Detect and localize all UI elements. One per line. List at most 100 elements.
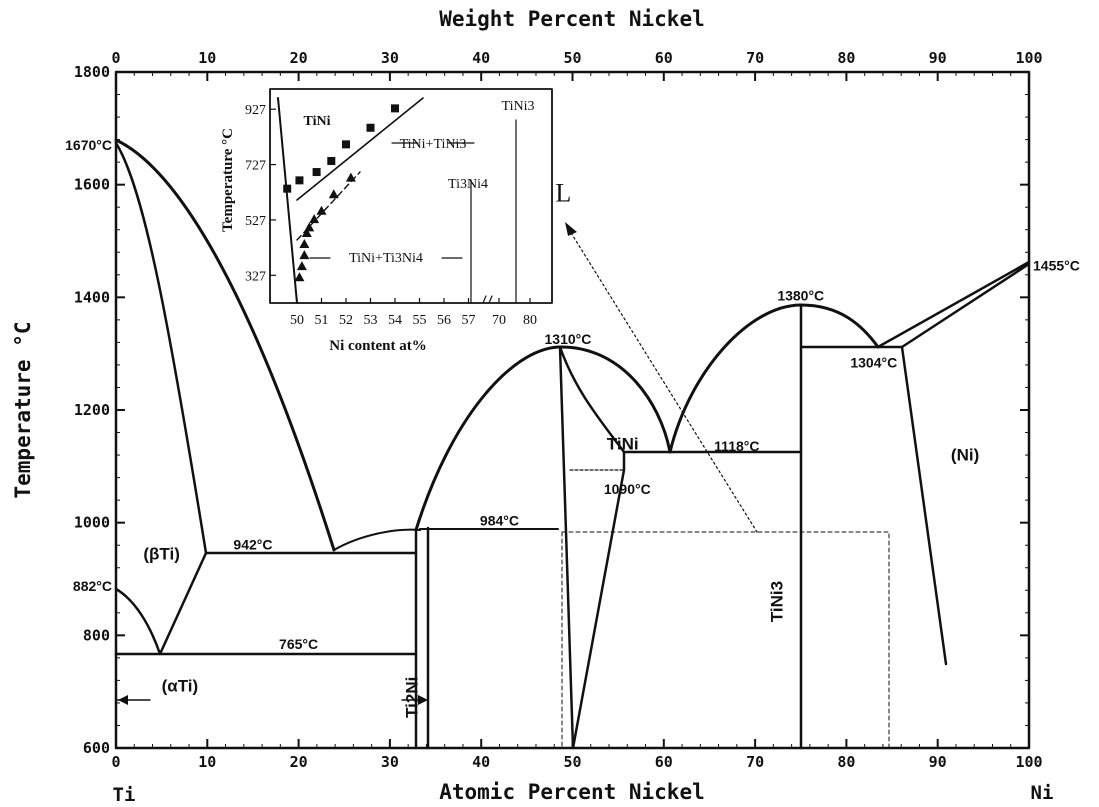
inset-triangle-point [316, 205, 327, 215]
solidus-beta-ti [114, 141, 208, 555]
y-tick-label: 1400 [74, 288, 110, 306]
inset-y-tick-label: 927 [245, 103, 266, 118]
x-top-tick-label: 50 [563, 49, 581, 67]
tini-ni-rich-solvus [571, 450, 626, 750]
inset-x-tick-label: 50 [290, 313, 304, 328]
temperature-annotation: 1455°C [1033, 257, 1080, 273]
x-top-tick-label: 60 [655, 49, 673, 67]
inset-x-tick-label: 51 [315, 313, 329, 328]
inset-square-point [283, 184, 292, 193]
ti2ni-arrow-head [418, 695, 428, 705]
inset-chart: 50 51 52 53 54 55 56 57 70 80 327 527 727 927 Tempera… [220, 88, 553, 354]
inset-x-tick-label: 56 [437, 313, 451, 328]
inset-triangle-point [294, 272, 305, 282]
temperature-annotation: 1118°C [714, 438, 759, 454]
x-tick-label: 10 [198, 753, 216, 771]
temperature-annotation: 882°C [73, 578, 112, 594]
liquidus-ti-side [114, 138, 336, 552]
leader-arrow-head [565, 222, 577, 236]
x-top-tick-label: 30 [381, 49, 399, 67]
inset-axis-break [482, 295, 493, 304]
inset-triangle-point [304, 222, 315, 232]
y-axis-title: Temperature °C [11, 321, 35, 498]
x-axis-title: Atomic Percent Nickel [439, 780, 705, 804]
x-tick-label: 80 [837, 753, 855, 771]
y-tick-label: 1200 [74, 401, 110, 419]
x-axis-ticks: 0 10 20 30 40 50 60 70 80 90 100 [111, 739, 1043, 771]
temperature-annotation: 1670°C [65, 137, 112, 153]
x-tick-label: 0 [111, 753, 120, 771]
tini-phase-boundaries [558, 345, 626, 750]
inset-triangle-point [345, 172, 356, 182]
x-top-tick-label: 100 [1015, 49, 1042, 67]
ti-end-label: Ti [113, 784, 136, 806]
x-tick-label: 70 [746, 753, 764, 771]
x-tick-label: 30 [381, 753, 399, 771]
y-tick-label: 1600 [74, 176, 110, 194]
inset-y-tick-label: 527 [245, 214, 266, 229]
inset-tini3-solvus [296, 97, 424, 201]
inset-y-axis-title: Temperature °C [220, 128, 236, 232]
inset-triangle-point [299, 250, 310, 260]
dashed-inset-region [561, 531, 890, 749]
inset-triangle-point [328, 189, 339, 199]
y-tick-label: 1800 [74, 63, 110, 81]
inset-x-tick-label: 55 [413, 313, 427, 328]
x-tick-label: 40 [472, 753, 490, 771]
beta-transus [114, 551, 208, 656]
inset-x-tick-label: 80 [523, 313, 537, 328]
liquidus-tini-dome [414, 345, 672, 532]
top-axis-title: Weight Percent Nickel [439, 7, 705, 31]
dotted-leader-arrow [567, 227, 758, 533]
phase-label: (βTi) [143, 544, 180, 563]
y-tick-label: 1000 [74, 514, 110, 532]
y-tick-label: 800 [83, 626, 110, 644]
temperature-annotation: 1380°C [777, 288, 824, 304]
inset-square-point [295, 176, 304, 185]
temperature-annotation: 984°C [480, 513, 519, 529]
inset-x-tick-label: 70 [492, 313, 506, 328]
temperature-annotation: 1310°C [545, 331, 592, 347]
inset-y-tick-label: 727 [245, 159, 266, 174]
x-tick-label: 50 [563, 753, 581, 771]
x-top-tick-label: 40 [472, 49, 490, 67]
inset-square-point [366, 123, 375, 132]
inset-square-point [327, 156, 336, 165]
x-tick-label: 60 [655, 753, 673, 771]
x-top-axis-ticks: 0 10 20 30 40 50 60 70 80 90 100 [111, 49, 1043, 81]
inset-square-point [312, 168, 321, 177]
x-top-tick-label: 0 [111, 49, 120, 67]
inset-phase-lines [470, 119, 517, 304]
phase-label: TiNi3 [767, 581, 786, 622]
phase-label: (αTi) [162, 677, 199, 696]
liquidus-solidus-ni-side [876, 260, 1031, 349]
y-tick-label: 600 [83, 739, 110, 757]
temperature-annotations: 1670°C 882°C 1455°C 942°C 765°C 984°C 1310°C 10… [65, 137, 1080, 652]
phase-label: TiNi [607, 434, 639, 453]
phase-labels: (βTi) (αTi) Ti2Ni TiNi TiNi3 (Ni) L [143, 179, 979, 718]
temperature-annotation: 765°C [279, 636, 318, 652]
inset-frame [269, 88, 553, 304]
inset-square-point [342, 140, 350, 149]
inset-region-label: TiNi [304, 114, 331, 129]
x-tick-label: 100 [1015, 753, 1042, 771]
y-axis-ticks: 600 800 1000 1200 1400 1600 1800 [74, 63, 1029, 757]
inset-x-tick-label: 53 [364, 313, 378, 328]
phase-label: L [555, 179, 571, 208]
inset-region-label: TiNi+Ti3Ni4 [349, 251, 423, 266]
alpha-ti-arrow-head [118, 695, 128, 705]
inset-x-tick-label: 52 [339, 313, 353, 328]
x-top-tick-label: 10 [198, 49, 216, 67]
phase-label: (Ni) [951, 446, 979, 465]
temperature-annotation: 942°C [233, 536, 272, 552]
x-top-tick-label: 70 [746, 49, 764, 67]
ti2ni-phase-lines [414, 526, 430, 750]
x-top-tick-label: 20 [290, 49, 308, 67]
temperature-annotation: 1304°C [850, 354, 897, 370]
liquidus-to-ti2ni [333, 528, 421, 551]
inset-ticks: 50 51 52 53 54 55 56 57 70 80 327 527 727 927 [245, 103, 537, 328]
x-tick-label: 20 [290, 753, 308, 771]
inset-region-label: Ti3Ni4 [448, 177, 488, 192]
x-top-tick-label: 90 [929, 49, 947, 67]
